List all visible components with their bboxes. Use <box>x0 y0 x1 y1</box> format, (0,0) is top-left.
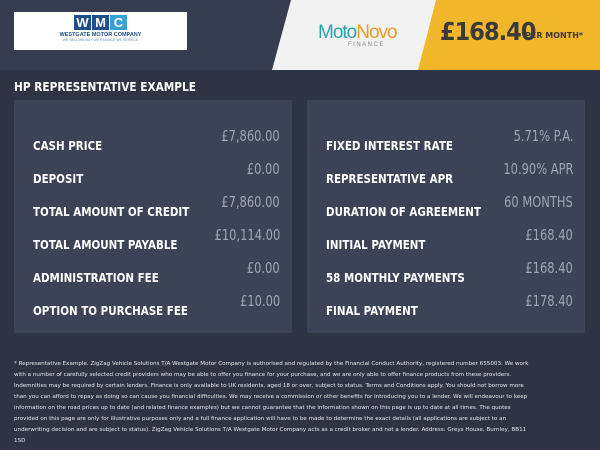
logo-letter: M <box>92 15 109 30</box>
dealer-logo[interactable]: W M C WESTGATE MOTOR COMPANY WE SELL WE … <box>14 12 187 50</box>
section-title: HP REPRESENTATIVE EXAMPLE <box>14 80 196 94</box>
finance-row: FIXED INTEREST RATE 5.71% P.A. <box>326 127 573 153</box>
row-label: 58 MONTHLY PAYMENTS <box>326 271 465 285</box>
row-value: £168.40 <box>525 259 573 277</box>
row-label: REPRESENTATIVE APR <box>326 172 454 186</box>
wmc-letters: W M C <box>14 15 187 30</box>
dealer-name: WESTGATE MOTOR COMPANY <box>59 32 142 38</box>
row-value: £10.00 <box>239 292 280 310</box>
motonovo-logo: MotoNovo <box>318 22 398 44</box>
finance-logo-band <box>272 0 440 70</box>
row-label: TOTAL AMOUNT PAYABLE <box>33 238 178 252</box>
row-value: 10.90% APR <box>502 160 573 178</box>
finance-row: OPTION TO PURCHASE FEE £10.00 <box>33 292 280 318</box>
finance-row: TOTAL AMOUNT PAYABLE £10,114.00 <box>33 226 280 252</box>
row-value: £168.40 <box>525 226 573 244</box>
logo-part: Novo <box>356 22 397 43</box>
row-label: CASH PRICE <box>33 139 103 153</box>
price-band <box>418 0 600 70</box>
dealer-tagline: WE SELL WE BUY WE FINANCE WE SERVICE <box>62 38 139 42</box>
disclaimer: * Representative Example. ZigZag Vehicle… <box>14 361 529 444</box>
right-panel: FIXED INTEREST RATE 5.71% P.A. REPRESENTAT… <box>307 100 585 333</box>
row-label: TOTAL AMOUNT OF CREDIT <box>33 205 190 219</box>
row-value: £7,860.00 <box>221 127 280 145</box>
finance-row: INITIAL PAYMENT £168.40 <box>326 226 573 252</box>
row-value: 60 MONTHS <box>504 193 573 211</box>
monthly-price: £168.40 <box>440 17 536 46</box>
finance-row: CASH PRICE £7,860.00 <box>33 127 280 153</box>
row-value: 5.71% P.A. <box>513 127 573 145</box>
logo-letter: W <box>74 15 91 30</box>
finance-row: TOTAL AMOUNT OF CREDIT £7,860.00 <box>33 193 280 219</box>
finance-row: FINAL PAYMENT £178.40 <box>326 292 573 318</box>
finance-row: DURATION OF AGREEMENT 60 MONTHS <box>326 193 573 219</box>
row-value: £7,860.00 <box>221 193 280 211</box>
logo-letter: C <box>110 15 127 30</box>
finance-row: 58 MONTHLY PAYMENTS £168.40 <box>326 259 573 285</box>
finance-row: REPRESENTATIVE APR 10.90% APR <box>326 160 573 186</box>
motonovo-sub: FINANCE <box>348 42 385 48</box>
row-label: FINAL PAYMENT <box>326 304 418 318</box>
finance-row: DEPOSIT £0.00 <box>33 160 280 186</box>
row-value: £0.00 <box>247 160 280 178</box>
row-label: FIXED INTEREST RATE <box>326 139 453 153</box>
row-label: DURATION OF AGREEMENT <box>326 205 481 219</box>
row-label: DEPOSIT <box>33 172 84 186</box>
row-label: ADMINISTRATION FEE <box>33 271 159 285</box>
row-label: OPTION TO PURCHASE FEE <box>33 304 188 318</box>
left-panel: CASH PRICE £7,860.00 DEPOSIT £0.00 TOTAL AMO… <box>14 100 292 333</box>
logo-part: Moto <box>318 22 357 43</box>
row-value: £10,114.00 <box>214 226 280 244</box>
row-value: £0.00 <box>247 259 280 277</box>
finance-row: ADMINISTRATION FEE £0.00 <box>33 259 280 285</box>
price-suffix: PER MONTH* <box>525 31 584 40</box>
row-value: £178.40 <box>525 292 573 310</box>
row-label: INITIAL PAYMENT <box>326 238 426 252</box>
